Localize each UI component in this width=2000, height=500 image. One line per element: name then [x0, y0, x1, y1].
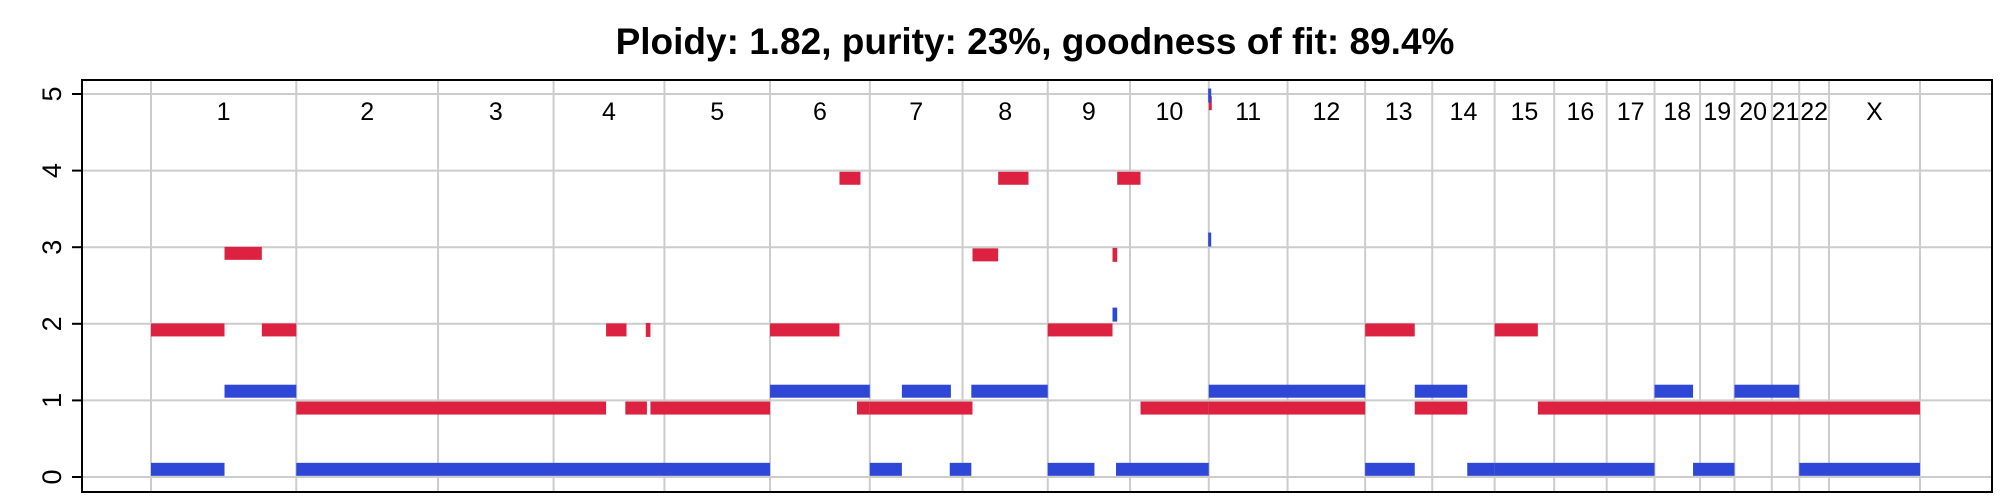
- segment-series-0-0: [151, 323, 225, 337]
- chromosome-label-11: 11: [1235, 98, 1261, 126]
- chromosome-label-14: 14: [1450, 98, 1478, 126]
- chromosome-label-10: 10: [1155, 98, 1183, 126]
- y-tick-label-3: 3: [37, 240, 67, 255]
- segment-series-1-2: [296, 462, 771, 476]
- chromosome-label-13: 13: [1385, 98, 1413, 126]
- segment-series-0-22: [1494, 323, 1538, 337]
- segment-series-1-5: [901, 384, 951, 398]
- chromosome-label-2: 2: [360, 98, 374, 126]
- chromosome-label-9: 9: [1082, 98, 1096, 126]
- grid-layer: [82, 80, 1992, 492]
- segment-series-1-6: [949, 462, 972, 476]
- chart-title: Ploidy: 1.82, purity: 23%, goodness of f…: [616, 21, 1455, 62]
- y-tick-label-2: 2: [37, 316, 67, 331]
- chromosome-label-18: 18: [1663, 98, 1691, 126]
- segment-series-1-11: [1208, 88, 1212, 103]
- segment-series-1-19: [1693, 462, 1735, 476]
- segment-series-0-23: [1537, 401, 1920, 415]
- chromosome-label-1: 1: [217, 98, 231, 126]
- chromosome-label-7: 7: [909, 98, 923, 126]
- chromosome-label-21: 21: [1772, 98, 1800, 126]
- segment-series-0-14: [1047, 323, 1113, 337]
- chromosome-label-12: 12: [1312, 98, 1340, 126]
- chromosome-label-X: X: [1866, 98, 1883, 126]
- segment-series-0-16: [1117, 171, 1141, 185]
- segment-series-0-11: [869, 401, 973, 415]
- segment-series-1-1: [224, 384, 297, 398]
- segment-layer: [151, 88, 1920, 476]
- segment-series-0-21: [1414, 401, 1468, 415]
- chromosome-label-20: 20: [1739, 98, 1767, 126]
- segment-series-1-9: [1112, 307, 1118, 322]
- segment-series-1-3: [770, 384, 870, 398]
- segment-series-0-2: [261, 323, 297, 337]
- segment-series-1-8: [1047, 462, 1095, 476]
- segment-series-1-18: [1654, 384, 1694, 398]
- segment-series-0-4: [606, 323, 627, 337]
- segment-series-0-5: [625, 401, 647, 415]
- segment-series-1-4: [869, 462, 902, 476]
- chromosome-label-4: 4: [602, 98, 616, 126]
- segment-series-0-1: [224, 246, 262, 260]
- plot-frame: [81, 79, 1993, 493]
- chromosome-label-layer: 1 2 3 4 5 6 7 8 9 10 11 12 13 14 15 16 17 18 19 20 21 22 X: [217, 98, 1883, 126]
- segment-series-0-15: [1112, 247, 1118, 262]
- chromosome-label-16: 16: [1567, 98, 1595, 126]
- y-tick-label-1: 1: [37, 393, 67, 408]
- chromosome-label-6: 6: [813, 98, 827, 126]
- chromosome-label-22: 22: [1800, 98, 1828, 126]
- segment-series-0-8: [770, 323, 840, 337]
- segment-series-1-14: [1365, 462, 1415, 476]
- segment-series-1-7: [971, 384, 1048, 398]
- segment-series-0-10: [856, 401, 870, 415]
- chromosome-label-8: 8: [998, 98, 1012, 126]
- segment-series-0-19: [1208, 401, 1366, 415]
- y-axis: 0 1 2 3 4 5: [37, 86, 82, 485]
- segment-series-1-15: [1414, 384, 1468, 398]
- segment-series-1-12: [1208, 232, 1212, 247]
- segment-series-0-20: [1365, 323, 1415, 337]
- segment-series-1-21: [1799, 462, 1920, 476]
- segment-series-0-9: [839, 171, 861, 185]
- segment-series-0-3: [296, 401, 607, 415]
- y-tick-label-0: 0: [37, 469, 67, 484]
- chromosome-label-17: 17: [1617, 98, 1645, 126]
- segment-series-1-17: [1494, 462, 1655, 476]
- segment-series-0-6: [645, 322, 651, 337]
- segment-series-0-12: [972, 248, 999, 262]
- y-tick-label-5: 5: [37, 86, 67, 101]
- segment-series-1-10: [1116, 462, 1209, 476]
- chromosome-label-19: 19: [1703, 98, 1731, 126]
- y-tick-label-4: 4: [37, 163, 67, 178]
- chromosome-label-3: 3: [489, 98, 503, 126]
- segment-series-0-18: [1208, 96, 1212, 111]
- segment-series-1-13: [1208, 384, 1366, 398]
- segment-series-0-17: [1140, 401, 1209, 415]
- segment-series-1-20: [1734, 384, 1800, 398]
- chromosome-label-5: 5: [710, 98, 724, 126]
- segment-series-1-16: [1467, 462, 1495, 476]
- chromosome-label-15: 15: [1511, 98, 1539, 126]
- segment-series-1-0: [151, 462, 225, 476]
- segment-series-0-13: [998, 171, 1029, 185]
- segment-series-0-7: [650, 401, 771, 415]
